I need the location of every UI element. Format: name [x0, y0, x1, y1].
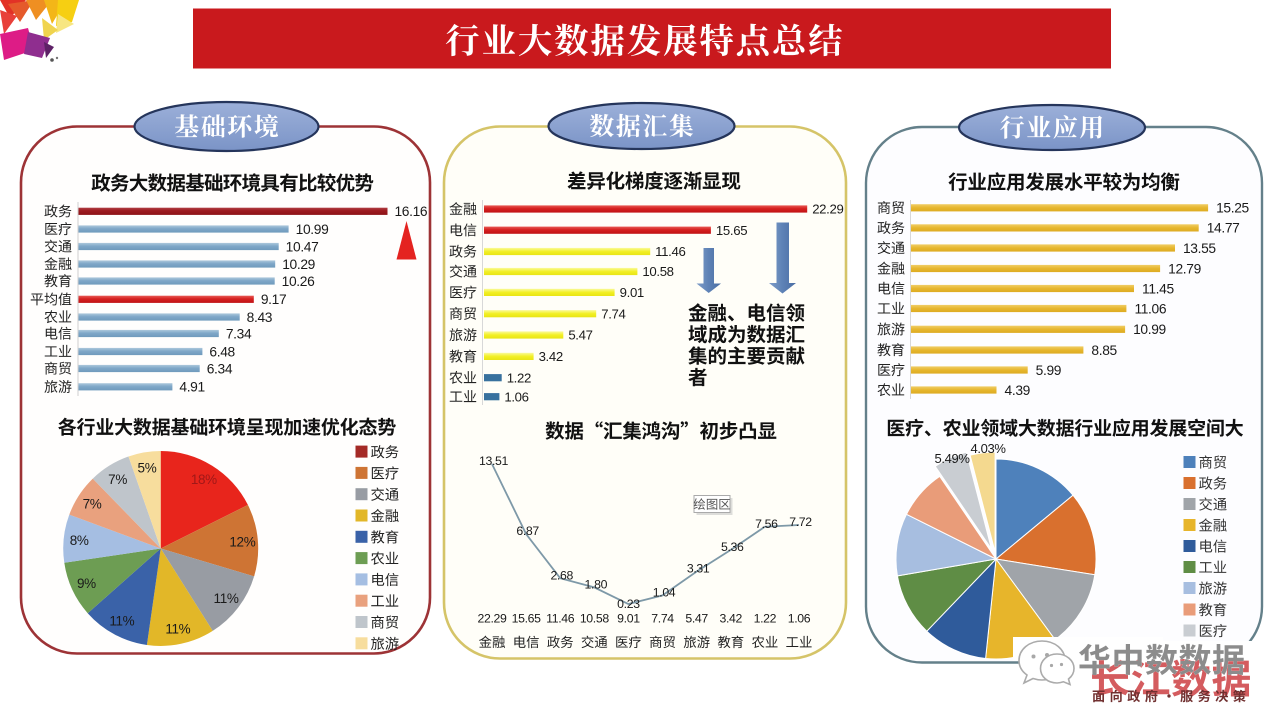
svg-text:10.99: 10.99 — [296, 222, 329, 237]
svg-text:18%: 18% — [191, 472, 217, 487]
svg-text:13.51: 13.51 — [479, 454, 509, 468]
svg-text:10.29: 10.29 — [282, 257, 315, 272]
svg-text:10.26: 10.26 — [282, 274, 315, 289]
svg-text:11%: 11% — [109, 614, 134, 629]
svg-text:8.85: 8.85 — [1091, 343, 1117, 358]
svg-text:5.99: 5.99 — [1036, 363, 1062, 378]
svg-text:6.34: 6.34 — [207, 361, 233, 376]
svg-text:1.80: 1.80 — [585, 578, 608, 592]
svg-text:7.34: 7.34 — [226, 326, 252, 341]
svg-text:13.55: 13.55 — [1183, 241, 1216, 256]
svg-text:5.47: 5.47 — [685, 612, 708, 626]
svg-text:5%: 5% — [138, 461, 157, 476]
svg-text:11.45: 11.45 — [1142, 281, 1174, 296]
svg-text:10.58: 10.58 — [642, 264, 673, 279]
svg-text:6.87: 6.87 — [516, 524, 539, 538]
svg-text:5.36: 5.36 — [721, 540, 744, 554]
svg-text:9.01: 9.01 — [620, 285, 644, 300]
svg-text:0.23: 0.23 — [617, 597, 640, 611]
svg-text:7.56: 7.56 — [755, 517, 778, 531]
svg-text:11%: 11% — [165, 622, 190, 637]
svg-text:16.16: 16.16 — [394, 204, 427, 219]
svg-text:7.74: 7.74 — [601, 306, 625, 321]
svg-text:15.25: 15.25 — [1216, 201, 1249, 216]
svg-text:11.06: 11.06 — [1134, 301, 1166, 316]
svg-text:1.22: 1.22 — [507, 370, 531, 385]
svg-text:3.42: 3.42 — [719, 612, 742, 626]
svg-text:15.65: 15.65 — [716, 223, 747, 238]
svg-text:1.22: 1.22 — [754, 612, 777, 626]
svg-text:14.77: 14.77 — [1207, 221, 1240, 236]
svg-text:12.79: 12.79 — [1168, 261, 1201, 276]
svg-text:11.46: 11.46 — [655, 244, 685, 259]
svg-text:4.91: 4.91 — [179, 380, 204, 395]
svg-text:9.17: 9.17 — [261, 292, 286, 307]
svg-text:7.74: 7.74 — [651, 612, 674, 626]
svg-text:9.01: 9.01 — [617, 612, 640, 626]
svg-text:7%: 7% — [108, 472, 127, 487]
svg-text:7.72: 7.72 — [789, 515, 812, 529]
svg-text:6.48: 6.48 — [209, 344, 235, 359]
svg-text:7%: 7% — [83, 497, 102, 512]
svg-text:11%: 11% — [214, 591, 239, 606]
svg-text:2.68: 2.68 — [550, 568, 573, 582]
svg-text:3.42: 3.42 — [539, 349, 563, 364]
svg-text:10.99: 10.99 — [1133, 322, 1166, 337]
svg-text:10.58: 10.58 — [580, 612, 610, 626]
svg-text:22.29: 22.29 — [477, 612, 507, 626]
svg-text:5.49%: 5.49% — [934, 451, 970, 466]
svg-text:8.43: 8.43 — [247, 310, 273, 325]
svg-text:9%: 9% — [77, 576, 96, 591]
svg-text:4.39: 4.39 — [1005, 383, 1031, 398]
svg-text:1.06: 1.06 — [504, 389, 528, 404]
svg-text:10.47: 10.47 — [286, 239, 319, 254]
svg-text:5.47: 5.47 — [568, 328, 592, 343]
svg-text:15.65: 15.65 — [512, 612, 542, 626]
svg-text:11.46: 11.46 — [546, 612, 575, 626]
svg-text:1.06: 1.06 — [788, 612, 811, 626]
svg-text:1.04: 1.04 — [653, 586, 676, 600]
svg-text:3.31: 3.31 — [687, 562, 710, 576]
svg-text:8%: 8% — [70, 533, 89, 548]
svg-text:4.03%: 4.03% — [970, 441, 1006, 456]
svg-text:22.29: 22.29 — [812, 202, 843, 217]
svg-text:12%: 12% — [229, 534, 255, 549]
